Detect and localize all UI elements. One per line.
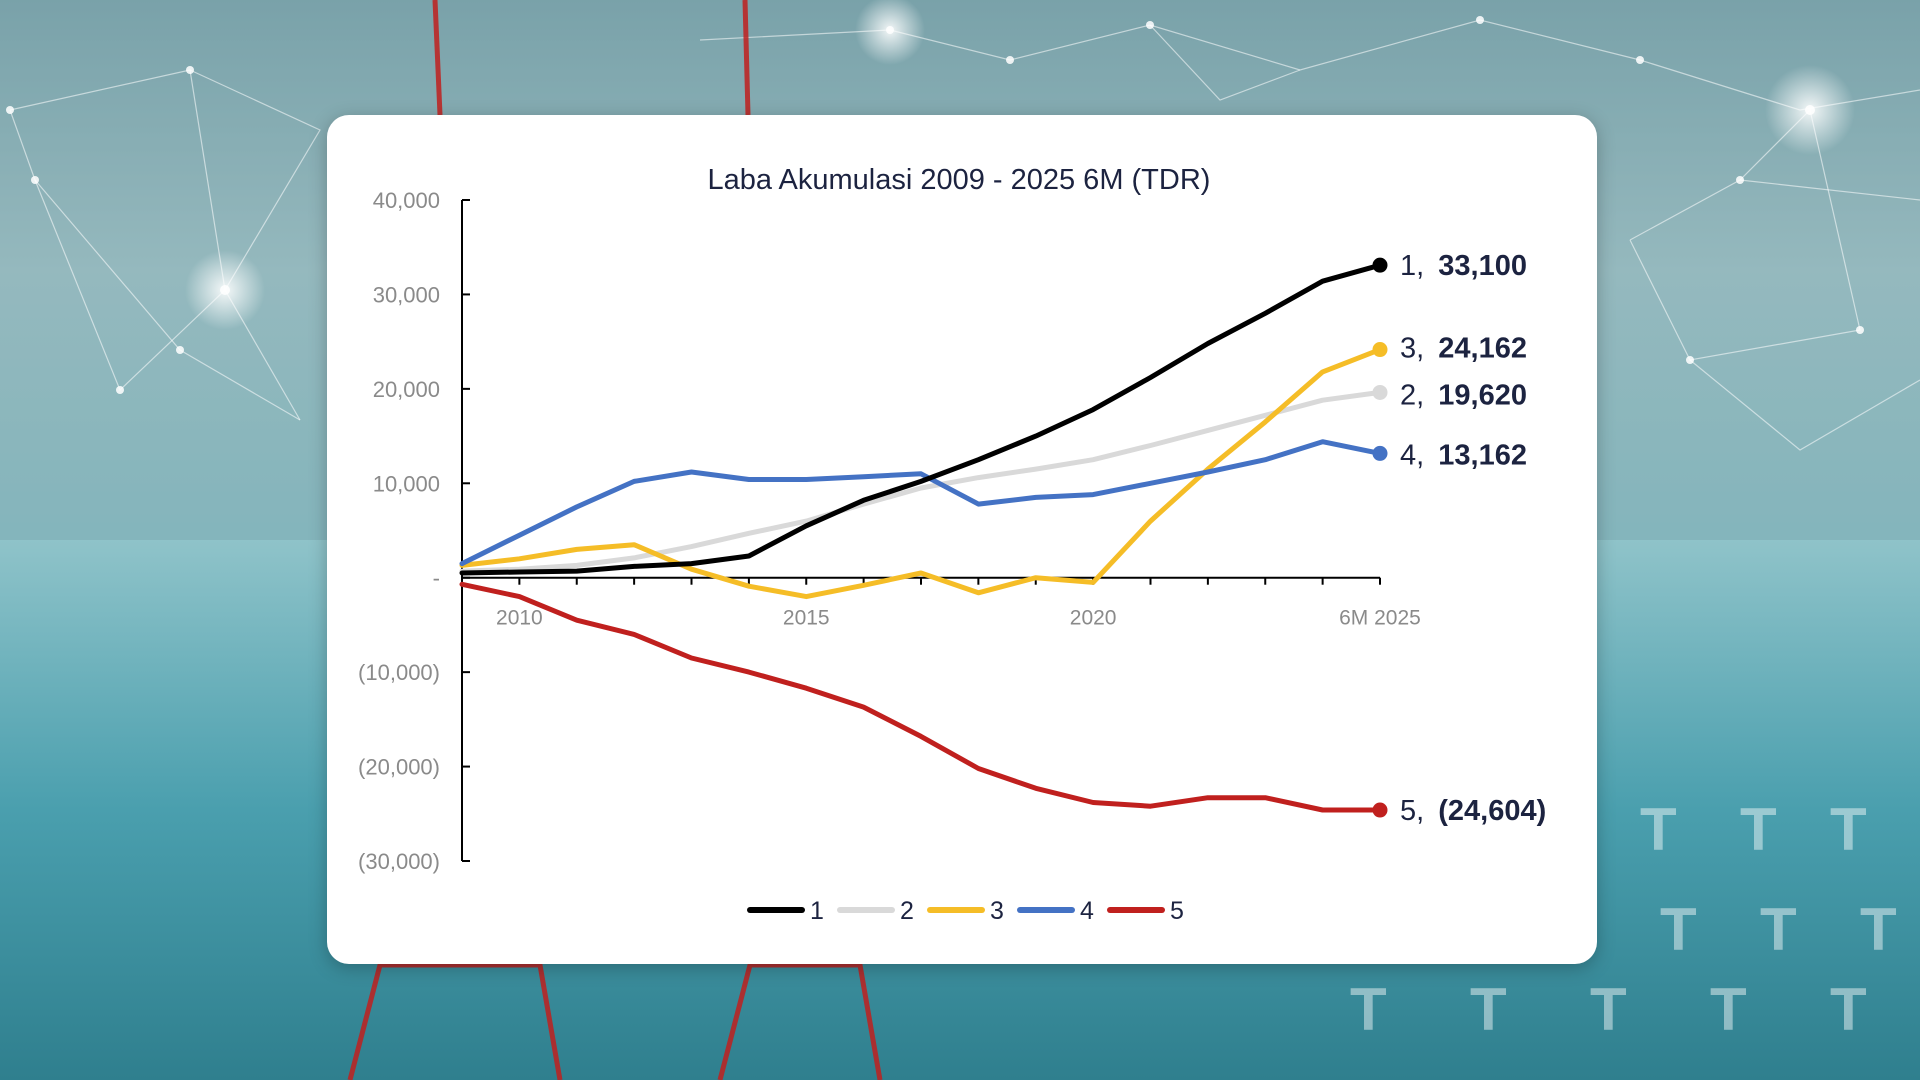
series-end-point-3 <box>1372 342 1388 358</box>
svg-text:T: T <box>1350 976 1387 1043</box>
svg-text:T: T <box>1590 976 1627 1043</box>
series-end-value-2: 19,620 <box>1438 379 1527 411</box>
legend-label-2: 2 <box>900 897 914 925</box>
series-end-point-4 <box>1372 445 1388 461</box>
svg-text:T: T <box>1640 796 1677 863</box>
series-end-name-3: 3, <box>1400 333 1432 365</box>
series-end-name-2: 2, <box>1400 379 1432 411</box>
y-tick-label: 30,000 <box>373 282 440 307</box>
series-end-value-5: (24,604) <box>1438 795 1546 827</box>
chart-title: Laba Akumulasi 2009 - 2025 6M (TDR) <box>708 164 1211 196</box>
svg-text:T: T <box>1710 976 1747 1043</box>
series-end-label-2: 2, 19,620 <box>1400 379 1527 411</box>
svg-text:T: T <box>1740 796 1777 863</box>
line-chart: Laba Akumulasi 2009 - 2025 6M (TDR) 40,0… <box>358 164 1546 925</box>
series-line-5 <box>459 581 1383 813</box>
legend-label-3: 3 <box>990 897 1004 925</box>
series-end-label-4: 4, 13,162 <box>1400 439 1527 471</box>
series-line-1 <box>459 262 1383 576</box>
svg-text:T: T <box>1660 896 1697 963</box>
x-tick-label: 2020 <box>1070 607 1117 630</box>
series-end-label-3: 3, 24,162 <box>1400 333 1527 365</box>
y-tick-label: (30,000) <box>358 849 440 874</box>
y-tick-label: 40,000 <box>373 188 440 213</box>
legend-label-1: 1 <box>810 897 824 925</box>
y-tick-label: 20,000 <box>373 377 440 402</box>
y-tick-label: 10,000 <box>373 471 440 496</box>
y-tick-label: (20,000) <box>358 755 440 780</box>
series-end-value-4: 13,162 <box>1438 439 1527 471</box>
x-tick-label: 2010 <box>496 607 543 630</box>
series-end-point-1 <box>1372 257 1388 273</box>
legend-label-4: 4 <box>1080 897 1094 925</box>
x-tick-label: 2015 <box>783 607 830 630</box>
chart-card: Laba Akumulasi 2009 - 2025 6M (TDR) 40,0… <box>327 115 1597 964</box>
series-end-point-2 <box>1372 384 1388 400</box>
series-end-value-3: 24,162 <box>1438 333 1527 365</box>
svg-text:T: T <box>1830 796 1867 863</box>
series-end-value-1: 33,100 <box>1438 250 1527 282</box>
series-line-4 <box>459 439 1383 567</box>
series-line-2 <box>459 389 1383 574</box>
series-end-name-1: 1, <box>1400 250 1432 282</box>
x-tick-label: 6M 2025 <box>1339 607 1421 630</box>
legend-label-5: 5 <box>1170 897 1184 925</box>
svg-text:T: T <box>1470 976 1507 1043</box>
series-end-label-5: 5, (24,604) <box>1400 795 1546 827</box>
series-line-3 <box>459 347 1383 600</box>
series-end-label-1: 1, 33,100 <box>1400 250 1527 282</box>
svg-text:T: T <box>1760 896 1797 963</box>
series-end-point-5 <box>1372 802 1388 818</box>
series-end-name-4: 4, <box>1400 439 1432 471</box>
series-end-name-5: 5, <box>1400 795 1432 827</box>
svg-text:T: T <box>1830 976 1867 1043</box>
svg-text:T: T <box>1860 896 1897 963</box>
y-tick-label: - <box>433 566 440 591</box>
y-tick-label: (10,000) <box>358 660 440 685</box>
